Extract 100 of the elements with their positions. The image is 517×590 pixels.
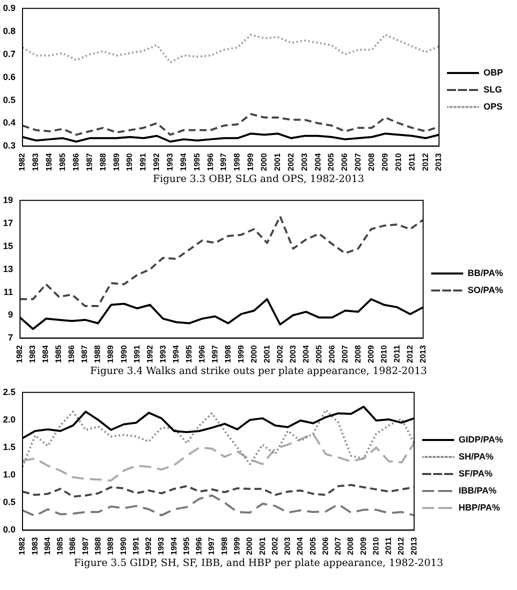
x-tick-label: 2010 bbox=[379, 344, 388, 363]
legend-label: IBB/PA% bbox=[458, 485, 497, 496]
x-tick-label: 1999 bbox=[246, 152, 256, 171]
y-tick-label: 1.5 bbox=[2, 442, 16, 452]
x-tick-label: 2009 bbox=[358, 536, 368, 555]
x-tick-label: 1990 bbox=[125, 152, 134, 171]
x-tick-label: 1985 bbox=[54, 344, 64, 363]
x-tick-label: 1985 bbox=[56, 536, 65, 555]
x-tick-label: 1998 bbox=[220, 536, 229, 555]
x-tick-label: 2011 bbox=[392, 344, 402, 363]
x-tick-label: 1998 bbox=[223, 344, 232, 363]
x-tick-label: 2002 bbox=[270, 536, 280, 555]
legend-label: OPS bbox=[483, 101, 503, 112]
x-tick-label: 2000 bbox=[245, 536, 254, 555]
x-tick-label: 2006 bbox=[327, 344, 336, 363]
x-tick-label: 2005 bbox=[308, 536, 318, 555]
y-tick-label: 0.0 bbox=[2, 524, 16, 535]
y-tick-label: 15 bbox=[2, 240, 14, 251]
x-tick-label: 1997 bbox=[207, 536, 216, 555]
x-tick-label: 1984 bbox=[41, 344, 50, 363]
x-tick-label: 1995 bbox=[182, 536, 191, 555]
x-tick-label: 1998 bbox=[232, 152, 242, 171]
text: Figure 3.3 OBP, SLG and OPS, 1982-2013 bbox=[152, 174, 366, 187]
text: Figure 3.5 GIDP, SH, SF, IBB, and HBP per plate appearance, 1982-2013 bbox=[72, 558, 444, 571]
x-tick-label: 2001 bbox=[272, 152, 282, 171]
x-tick-label: 1994 bbox=[171, 344, 180, 363]
x-tick-label: 2003 bbox=[300, 152, 309, 171]
x-tick-label: 1995 bbox=[184, 344, 194, 363]
x-tick-label: 1986 bbox=[71, 152, 80, 171]
line-series bbox=[22, 494, 416, 517]
x-tick-label: 1988 bbox=[94, 536, 103, 555]
x-tick-label: 1999 bbox=[236, 344, 246, 363]
text: Figure 3.4 Walks and strike outs per plate appearance, 1982-2013 bbox=[89, 366, 428, 379]
x-tick-label: 1986 bbox=[67, 344, 76, 363]
x-tick-label: 2001 bbox=[262, 344, 272, 363]
x-tick-label: 1996 bbox=[194, 536, 204, 555]
x-tick-label: 2004 bbox=[313, 152, 322, 171]
x-tick-label: 1993 bbox=[158, 344, 168, 363]
x-tick-label: 2002 bbox=[286, 152, 296, 171]
y-tick-label: 19 bbox=[2, 194, 14, 205]
x-tick-label: 1996 bbox=[197, 344, 206, 363]
legend-label: SH/PA% bbox=[458, 451, 494, 462]
x-tick-label: 1997 bbox=[210, 344, 220, 363]
x-tick-label: 2003 bbox=[288, 344, 298, 363]
x-tick-label: 2011 bbox=[384, 536, 394, 555]
y-tick-label: 0.5 bbox=[2, 497, 16, 508]
x-tick-label: 2012 bbox=[396, 536, 406, 555]
x-tick-label: 2006 bbox=[340, 152, 350, 171]
x-tick-label: 2010 bbox=[394, 152, 403, 171]
x-tick-label: 2009 bbox=[366, 344, 376, 363]
line-series bbox=[22, 409, 416, 468]
x-tick-label: 1984 bbox=[42, 536, 52, 555]
x-tick-label: 2008 bbox=[353, 344, 362, 363]
legend-label: HBP/PA% bbox=[458, 502, 500, 512]
x-tick-label: 1992 bbox=[145, 344, 154, 363]
y-tick-label: 2.5 bbox=[2, 386, 16, 397]
x-tick-label: 1987 bbox=[80, 536, 90, 555]
x-tick-label: 2013 bbox=[418, 344, 428, 363]
x-tick-label: 1982 bbox=[18, 152, 27, 171]
x-tick-label: 1996 bbox=[206, 152, 215, 171]
x-tick-label: 2010 bbox=[371, 536, 380, 555]
x-tick-label: 2000 bbox=[249, 344, 258, 363]
y-tick-label: 0.6 bbox=[2, 72, 16, 82]
x-tick-label: 1991 bbox=[132, 344, 142, 363]
x-tick-label: 2007 bbox=[354, 152, 363, 171]
legend-label: SO/PA% bbox=[468, 284, 504, 295]
y-tick-label: 0.9 bbox=[2, 2, 16, 13]
x-tick-label: 1994 bbox=[178, 152, 188, 171]
x-tick-label: 2004 bbox=[296, 536, 305, 555]
x-tick-label: 1992 bbox=[144, 536, 154, 555]
x-tick-label: 2008 bbox=[346, 536, 356, 555]
x-tick-label: 1992 bbox=[152, 152, 162, 171]
y-tick-label: 2.0 bbox=[2, 414, 16, 424]
x-tick-label: 1989 bbox=[112, 152, 121, 171]
x-tick-label: 1995 bbox=[192, 152, 202, 171]
y-tick-label: 0.7 bbox=[2, 48, 16, 59]
x-tick-label: 1989 bbox=[106, 344, 116, 363]
y-tick-label: 9 bbox=[8, 310, 14, 320]
x-tick-label: 2006 bbox=[320, 536, 330, 555]
x-tick-label: 1989 bbox=[106, 536, 116, 555]
x-tick-label: 1983 bbox=[28, 344, 38, 363]
x-tick-label: 2000 bbox=[260, 152, 269, 171]
x-tick-label: 1993 bbox=[166, 152, 174, 171]
x-tick-label: 2002 bbox=[275, 344, 284, 363]
x-tick-label: 1987 bbox=[80, 344, 90, 363]
line-series bbox=[22, 432, 416, 482]
x-tick-label: 1991 bbox=[131, 536, 140, 555]
x-tick-label: 1983 bbox=[30, 536, 40, 555]
x-tick-label: 1985 bbox=[58, 152, 68, 171]
x-tick-label: 2012 bbox=[420, 152, 430, 171]
y-tick-label: 1.0 bbox=[2, 470, 16, 480]
x-tick-label: 1999 bbox=[232, 536, 242, 555]
legend-label: SF/PA% bbox=[458, 468, 493, 478]
x-tick-label: 2005 bbox=[314, 344, 324, 363]
x-tick-label: 1990 bbox=[119, 344, 128, 363]
legend-label: GIDP/PA% bbox=[458, 434, 504, 444]
x-tick-label: 1993 bbox=[156, 536, 166, 555]
line-series bbox=[19, 215, 424, 308]
x-tick-label: 1982 bbox=[15, 344, 24, 363]
line-series bbox=[22, 34, 440, 64]
